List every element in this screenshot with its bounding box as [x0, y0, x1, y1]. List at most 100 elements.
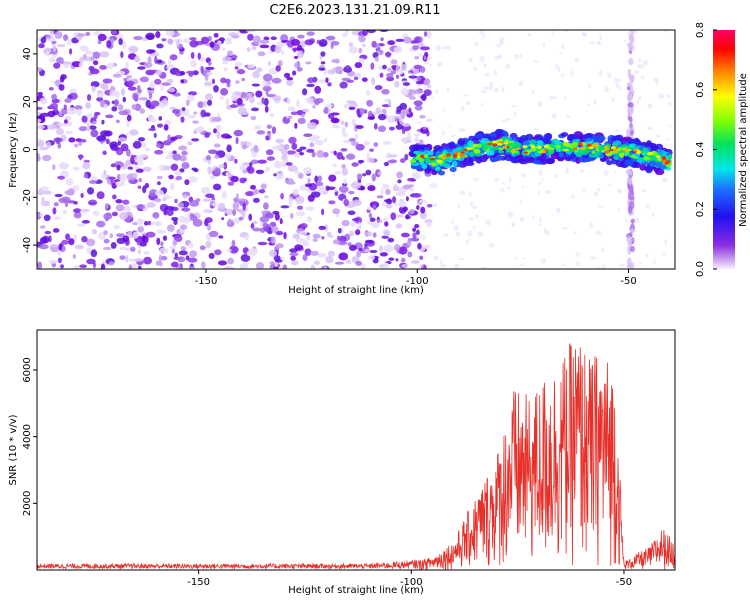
noise-blob [332, 67, 336, 75]
signal-blob [543, 144, 550, 149]
signal-blob [418, 158, 425, 163]
noise-blob [39, 186, 49, 191]
noise-blob [171, 247, 175, 254]
noise-blob [63, 34, 69, 42]
noise-blob [362, 43, 366, 48]
signal-blob [587, 143, 592, 148]
noise-blob [45, 141, 52, 149]
noise-blob [264, 195, 269, 199]
noise-blob [157, 181, 161, 186]
noise-blob [113, 161, 124, 168]
noise-blob [410, 40, 418, 44]
noise-blob [109, 233, 114, 239]
background-blob [420, 234, 426, 240]
background-blob [468, 191, 472, 197]
signal-blob [451, 160, 458, 167]
noise-blob [145, 231, 156, 238]
noise-blob [74, 105, 83, 111]
noise-blob [372, 232, 377, 238]
noise-blob [89, 68, 100, 75]
background-blob [662, 252, 667, 256]
noise-blob [41, 200, 51, 207]
noise-blob [283, 232, 287, 240]
noise-blob [259, 44, 270, 49]
streak-blob [627, 68, 632, 77]
streak-blob [630, 129, 634, 136]
signal-blob [567, 135, 574, 142]
noise-blob [79, 45, 90, 52]
background-blob [473, 41, 479, 46]
noise-blob [39, 112, 50, 117]
noise-blob [334, 187, 338, 192]
background-blob [634, 70, 640, 75]
signal-blob [556, 155, 565, 162]
background-blob [601, 247, 605, 253]
noise-blob [250, 184, 256, 190]
noise-blob [311, 151, 316, 158]
noise-blob [82, 162, 91, 170]
noise-blob [260, 39, 270, 44]
background-blob [415, 138, 420, 143]
noise-blob [231, 239, 236, 248]
noise-blob [57, 257, 62, 264]
signal-blob [502, 145, 507, 150]
background-blob [423, 55, 426, 61]
background-blob [507, 211, 514, 218]
noise-blob [398, 200, 407, 208]
noise-blob [156, 175, 163, 180]
noise-blob [169, 106, 177, 110]
noise-blob [330, 117, 339, 124]
background-blob [538, 217, 542, 223]
streak-blob [627, 106, 633, 117]
background-blob [472, 226, 477, 230]
signal-blob [436, 159, 442, 163]
noise-blob [106, 62, 115, 69]
noise-blob [179, 168, 185, 173]
noise-blob [138, 97, 148, 101]
x-tick-label: -50 [620, 276, 636, 287]
noise-blob [250, 159, 259, 164]
signal-blob [537, 150, 543, 154]
background-blob [648, 126, 653, 131]
streak-blob [628, 57, 634, 66]
noise-blob [346, 79, 355, 83]
background-blob [514, 53, 519, 60]
noise-blob [170, 261, 179, 268]
noise-blob [184, 179, 190, 186]
y-tick-label: -20 [22, 189, 33, 205]
noise-blob [319, 56, 323, 60]
background-blob [575, 262, 581, 266]
noise-blob [202, 198, 212, 202]
noise-blob [227, 218, 232, 225]
noise-blob [119, 246, 128, 251]
noise-blob [72, 166, 80, 171]
signal-blob [661, 156, 667, 161]
noise-blob [348, 46, 358, 54]
noise-blob [138, 265, 142, 269]
noise-blob [315, 139, 324, 146]
background-blob [562, 227, 568, 230]
noise-blob [387, 40, 396, 46]
noise-blob [314, 85, 322, 94]
noise-blob [347, 242, 352, 247]
background-blob [483, 32, 486, 39]
noise-blob [306, 83, 315, 88]
noise-blob [112, 194, 117, 200]
signal-blob [553, 140, 562, 145]
snr-y-label: SNR (10 * v/v) [8, 414, 19, 485]
noise-blob [372, 204, 377, 209]
noise-blob [78, 154, 83, 161]
noise-blob [405, 213, 410, 220]
noise-blob [165, 30, 175, 37]
noise-blob [342, 182, 348, 187]
background-blob [428, 96, 435, 99]
noise-blob [395, 124, 404, 130]
noise-blob [393, 243, 401, 252]
noise-blob [177, 256, 186, 263]
noise-blob [218, 164, 225, 169]
background-blob [521, 185, 525, 188]
noise-blob [287, 165, 298, 172]
signal-blob [560, 132, 569, 137]
noise-blob [118, 38, 123, 46]
noise-blob [341, 126, 346, 135]
